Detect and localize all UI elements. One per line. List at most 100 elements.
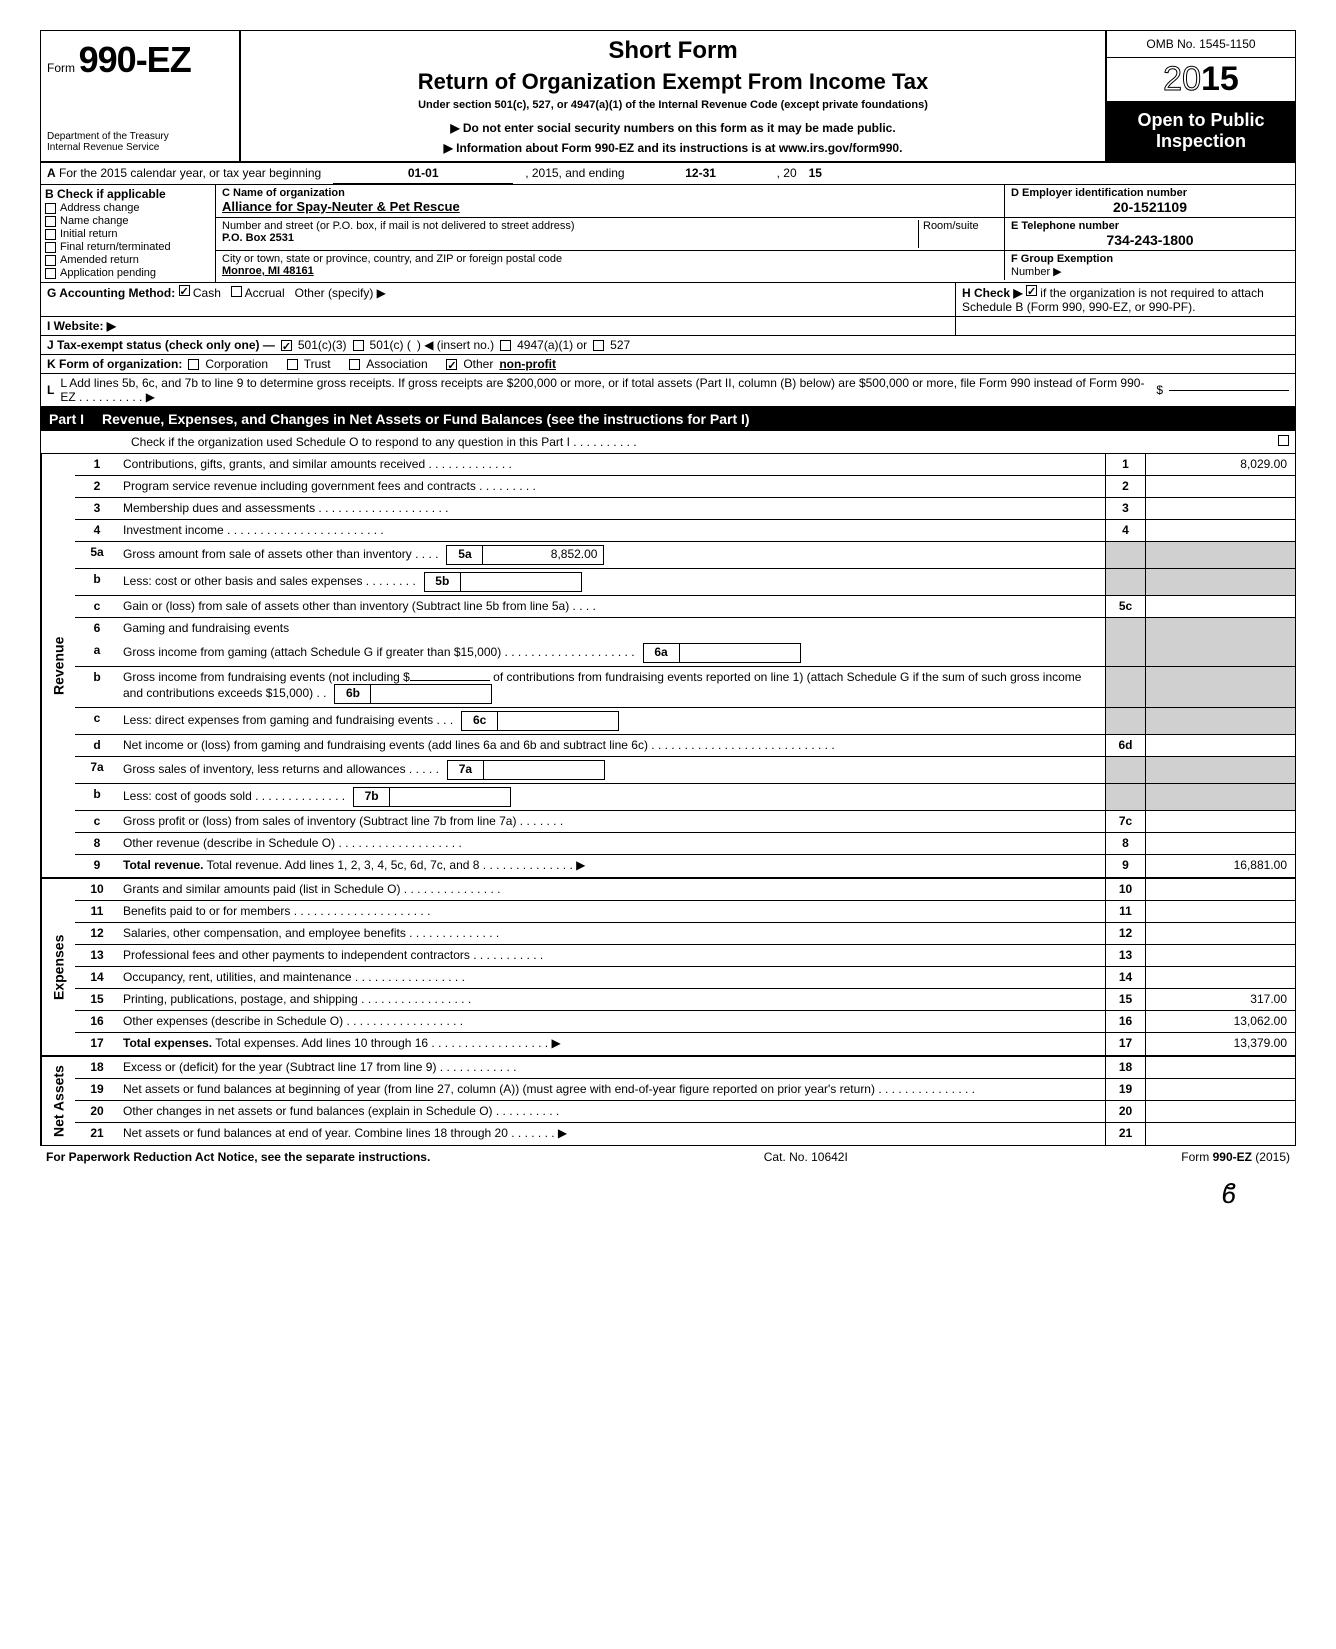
chk-cash[interactable] xyxy=(179,285,190,296)
line-10: 10Grants and similar amounts paid (list … xyxy=(75,879,1295,901)
netassets-section: Net Assets 18Excess or (deficit) for the… xyxy=(41,1057,1295,1145)
h-continued xyxy=(955,317,1295,335)
j-label: J Tax-exempt status (check only one) — xyxy=(47,338,275,352)
row-a-yr[interactable]: 15 xyxy=(803,163,843,184)
ein-value[interactable]: 20-1521109 xyxy=(1011,199,1289,215)
open-line2: Inspection xyxy=(1111,131,1291,152)
row-gh: G Accounting Method: Cash Accrual Other … xyxy=(41,283,1295,317)
c-name-cell: C Name of organization Alliance for Spay… xyxy=(216,185,1005,217)
info-about: ▶ Information about Form 990-EZ and its … xyxy=(251,141,1095,155)
col-cdef: C Name of organization Alliance for Spay… xyxy=(216,185,1295,282)
k-other-val[interactable]: non-profit xyxy=(499,357,556,371)
chk-501c3[interactable] xyxy=(281,340,292,351)
c-city-cell: City or town, state or province, country… xyxy=(216,251,1005,280)
tax-year: 2015 xyxy=(1107,58,1295,102)
dept-line2: Internal Revenue Service xyxy=(47,142,233,153)
chk-assoc[interactable] xyxy=(349,359,360,370)
f-group-cell: F Group Exemption Number ▶ xyxy=(1005,251,1295,280)
chk-other-org[interactable] xyxy=(446,359,457,370)
footer: For Paperwork Reduction Act Notice, see … xyxy=(40,1146,1296,1168)
chk-trust[interactable] xyxy=(287,359,298,370)
line-15: 15Printing, publications, postage, and s… xyxy=(75,989,1295,1011)
form-prefix: Form xyxy=(47,61,75,75)
footer-left: For Paperwork Reduction Act Notice, see … xyxy=(46,1150,430,1164)
section-bcdef: B Check if applicable Address change Nam… xyxy=(41,185,1295,283)
g-label: G Accounting Method: xyxy=(47,286,175,300)
year-bold: 15 xyxy=(1201,60,1239,98)
line-5b: bLess: cost or other basis and sales exp… xyxy=(75,569,1295,596)
tel-value[interactable]: 734-243-1800 xyxy=(1011,232,1289,248)
chk-address-change[interactable]: Address change xyxy=(45,202,211,214)
f-label2: Number ▶ xyxy=(1011,265,1289,278)
row-i: I Website: ▶ xyxy=(41,317,1295,336)
chk-corp[interactable] xyxy=(188,359,199,370)
line-6: 6Gaming and fundraising events xyxy=(75,618,1295,640)
chk-application-pending[interactable]: Application pending xyxy=(45,267,211,279)
footer-right: Form 990-EZ (2015) xyxy=(1181,1150,1290,1164)
line-8: 8Other revenue (describe in Schedule O) … xyxy=(75,833,1295,855)
line-11: 11Benefits paid to or for members . . . … xyxy=(75,901,1295,923)
addr-value[interactable]: P.O. Box 2531 xyxy=(222,232,918,244)
part1-sub-text: Check if the organization used Schedule … xyxy=(131,435,637,449)
h-label: H Check ▶ xyxy=(962,286,1023,300)
d-ein-cell: D Employer identification number 20-1521… xyxy=(1005,185,1295,217)
city-label: City or town, state or province, country… xyxy=(222,253,998,265)
line-18: 18Excess or (deficit) for the year (Subt… xyxy=(75,1057,1295,1079)
line-6d: dNet income or (loss) from gaming and fu… xyxy=(75,735,1295,757)
dept-line1: Department of the Treasury xyxy=(47,131,233,142)
b-heading: B Check if applicable xyxy=(45,187,211,201)
room-label: Room/suite xyxy=(918,220,998,248)
expenses-side-label: Expenses xyxy=(41,879,75,1055)
row-j: J Tax-exempt status (check only one) — 5… xyxy=(41,336,1295,355)
g-accounting: G Accounting Method: Cash Accrual Other … xyxy=(41,283,955,316)
line-2: 2Program service revenue including gover… xyxy=(75,476,1295,498)
chk-name-change[interactable]: Name change xyxy=(45,215,211,227)
chk-accrual[interactable] xyxy=(231,286,242,297)
footer-mid: Cat. No. 10642I xyxy=(764,1150,848,1164)
line-6a: aGross income from gaming (attach Schedu… xyxy=(75,640,1295,667)
6b-contrib-amount[interactable] xyxy=(410,680,490,681)
line-21: 21Net assets or fund balances at end of … xyxy=(75,1123,1295,1145)
open-to-public: Open to Public Inspection xyxy=(1107,102,1295,161)
chk-4947[interactable] xyxy=(500,340,511,351)
g-other: Other (specify) ▶ xyxy=(295,286,386,300)
line-17: 17Total expenses. Total expenses. Add li… xyxy=(75,1033,1295,1055)
part1-title: Revenue, Expenses, and Changes in Net As… xyxy=(102,411,750,427)
line-20: 20Other changes in net assets or fund ba… xyxy=(75,1101,1295,1123)
i-website[interactable]: I Website: ▶ xyxy=(41,317,955,335)
line-6b: bGross income from fundraising events (n… xyxy=(75,667,1295,708)
chk-501c[interactable] xyxy=(353,340,364,351)
row-k: K Form of organization: Corporation Trus… xyxy=(41,355,1295,374)
part1-header: Part I Revenue, Expenses, and Changes in… xyxy=(41,407,1295,431)
chk-amended-return[interactable]: Amended return xyxy=(45,254,211,266)
e-tel-cell: E Telephone number 734-243-1800 xyxy=(1005,218,1295,250)
revenue-section: Revenue 1Contributions, gifts, grants, a… xyxy=(41,454,1295,879)
form-990ez: Form 990-EZ Department of the Treasury I… xyxy=(40,30,1296,1146)
l-text: L Add lines 5b, 6c, and 7b to line 9 to … xyxy=(60,376,1150,404)
expenses-section: Expenses 10Grants and similar amounts pa… xyxy=(41,879,1295,1057)
line-7c: cGross profit or (loss) from sales of in… xyxy=(75,811,1295,833)
chk-schedule-o[interactable] xyxy=(1278,435,1289,446)
header-center: Short Form Return of Organization Exempt… xyxy=(241,31,1105,161)
chk-527[interactable] xyxy=(593,340,604,351)
return-title: Return of Organization Exempt From Incom… xyxy=(251,69,1095,95)
chk-h[interactable] xyxy=(1026,285,1037,296)
addr-label: Number and street (or P.O. box, if mail … xyxy=(222,220,918,232)
row-a-text3: , 20 xyxy=(771,163,803,184)
year-end[interactable]: 12-31 xyxy=(631,163,771,184)
year-begin[interactable]: 01-01 xyxy=(333,163,513,184)
header-right: OMB No. 1545-1150 2015 Open to Public In… xyxy=(1105,31,1295,161)
part1-sub: Check if the organization used Schedule … xyxy=(41,431,1295,454)
city-value[interactable]: Monroe, MI 48161 xyxy=(222,265,998,277)
line-7b: bLess: cost of goods sold . . . . . . . … xyxy=(75,784,1295,811)
org-name[interactable]: Alliance for Spay-Neuter & Pet Rescue xyxy=(222,199,998,214)
year-outline: 20 xyxy=(1163,60,1201,98)
row-a-text1: For the 2015 calendar year, or tax year … xyxy=(59,166,321,180)
chk-final-return[interactable]: Final return/terminated xyxy=(45,241,211,253)
row-a: A For the 2015 calendar year, or tax yea… xyxy=(41,163,1295,185)
col-b: B Check if applicable Address change Nam… xyxy=(41,185,216,282)
f-label: F Group Exemption xyxy=(1011,253,1289,265)
chk-initial-return[interactable]: Initial return xyxy=(45,228,211,240)
l-amount[interactable] xyxy=(1169,390,1289,391)
part1-label: Part I xyxy=(49,411,84,427)
